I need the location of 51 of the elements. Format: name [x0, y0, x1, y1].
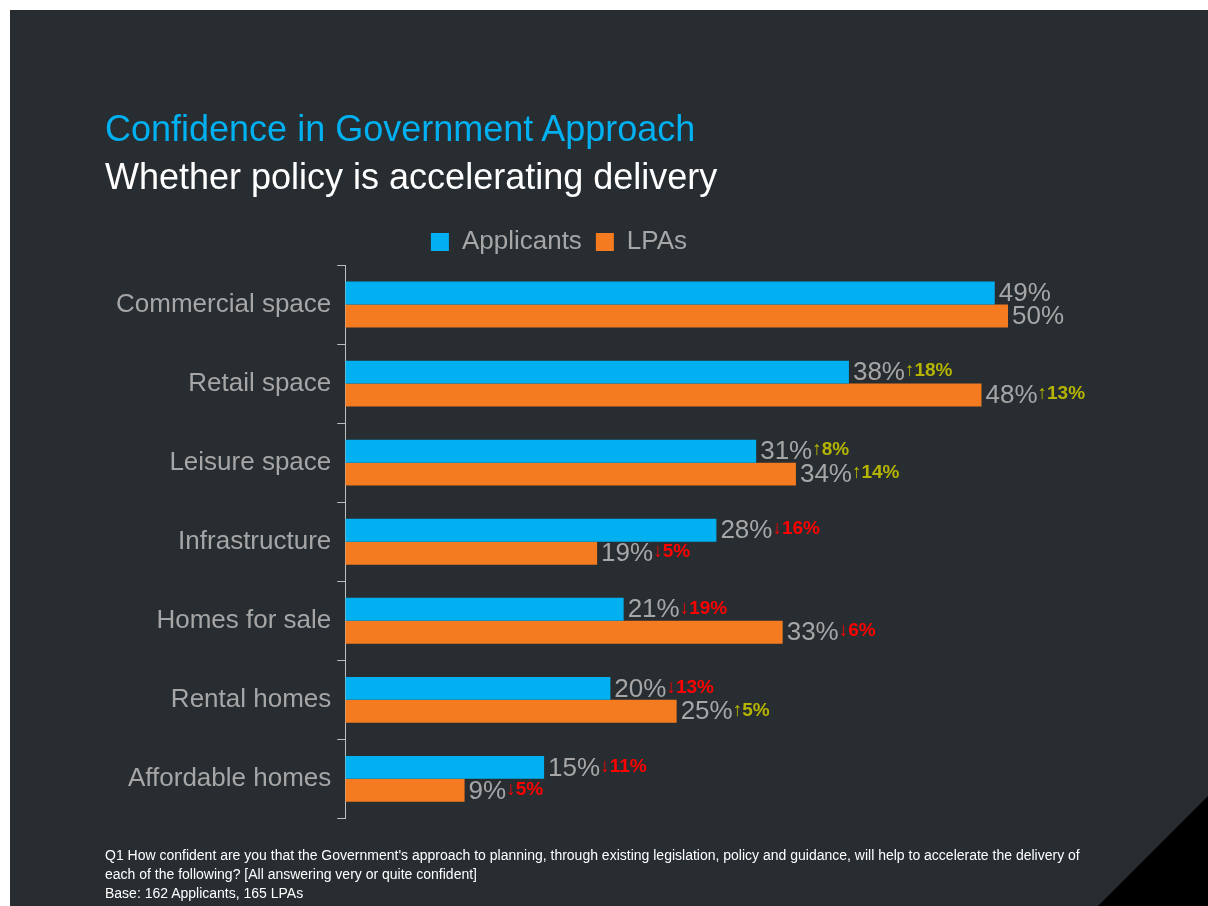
legend-label: Applicants — [461, 225, 582, 256]
text: Base: 162 Applicants, 165 LPAs — [105, 884, 305, 903]
annotation: ↓5% — [653, 540, 691, 562]
data-label: 9% — [468, 774, 507, 805]
text: Q1 How confident are you that the Government's approach to planning, through existing legislation, policy and guidance, will help to accelerate the delivery of each of the following? [All answering very or quite confident] — [105, 846, 1081, 884]
bar — [345, 778, 465, 802]
data-label: 28% — [720, 514, 773, 545]
data-label: 38% — [852, 356, 905, 387]
y-tick-label: Commercial space — [115, 287, 332, 318]
annotation: ↑13% — [1037, 382, 1086, 404]
data-label: 19% — [601, 537, 654, 568]
bar — [345, 304, 1008, 328]
bar — [345, 755, 545, 779]
data-label: 15% — [548, 751, 601, 782]
y-tick-label: Homes for sale — [156, 603, 332, 634]
y-tick-label: Leisure space — [169, 445, 332, 476]
bar — [345, 620, 783, 644]
bar — [345, 597, 624, 621]
annotation: ↓6% — [838, 619, 876, 641]
annotation: ↓5% — [506, 777, 544, 799]
bar — [345, 360, 849, 384]
data-label: 25% — [680, 695, 733, 726]
y-tick-label: Retail space — [188, 366, 332, 397]
legend-label: LPAs — [626, 225, 688, 256]
annotation: ↑18% — [904, 359, 953, 381]
data-label: 33% — [786, 616, 839, 647]
annotation: ↓13% — [666, 675, 715, 697]
annotation: ↓11% — [600, 754, 647, 776]
annotation: ↓16% — [772, 517, 821, 539]
annotation: ↑8% — [812, 438, 850, 460]
annotation: ↑5% — [732, 698, 770, 720]
bar — [345, 676, 611, 700]
data-label: 50% — [1012, 300, 1065, 331]
y-tick-label: Infrastructure — [178, 524, 332, 555]
chart-subtitle: Whether policy is accelerating delivery — [105, 156, 718, 198]
annotation: ↑14% — [851, 461, 900, 483]
data-label: 21% — [627, 593, 680, 624]
data-label: 48% — [985, 379, 1038, 410]
bar — [345, 439, 757, 463]
bar — [345, 541, 598, 565]
bar — [345, 383, 982, 407]
data-label: 20% — [614, 672, 667, 703]
bar — [345, 462, 796, 486]
bar — [345, 518, 717, 542]
data-label: 34% — [799, 458, 852, 489]
chart-title: Confidence in Government Approach — [105, 108, 696, 150]
bar — [345, 281, 995, 305]
y-tick-label: Rental homes — [170, 682, 332, 713]
y-tick-label: Affordable homes — [127, 762, 332, 793]
annotation: ↓19% — [679, 596, 728, 618]
bar — [345, 699, 677, 723]
